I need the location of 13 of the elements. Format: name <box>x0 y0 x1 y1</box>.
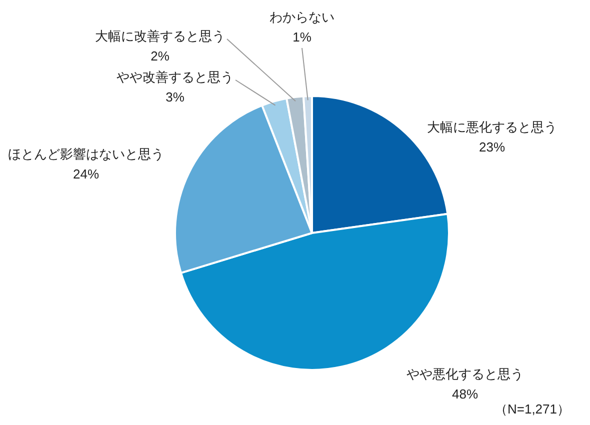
slice-label: 大幅に改善すると思う <box>95 28 225 44</box>
data-label: 24% <box>72 166 100 182</box>
slice-label: わからない <box>270 10 334 25</box>
data-label: 2% <box>150 48 170 64</box>
slice-label: 大幅に悪化すると思う <box>427 120 557 135</box>
data-label: 1% <box>292 30 312 45</box>
data-label: 23% <box>478 140 506 155</box>
text: （N=1,271） <box>494 402 570 417</box>
data-label: 48% <box>452 386 478 402</box>
slice-label: やや悪化すると思う <box>406 366 524 382</box>
slice-label: やや改善すると思う <box>116 70 234 85</box>
data-label: 3% <box>166 90 185 105</box>
slice-label: ほとんど影響はないと思う <box>8 146 164 162</box>
